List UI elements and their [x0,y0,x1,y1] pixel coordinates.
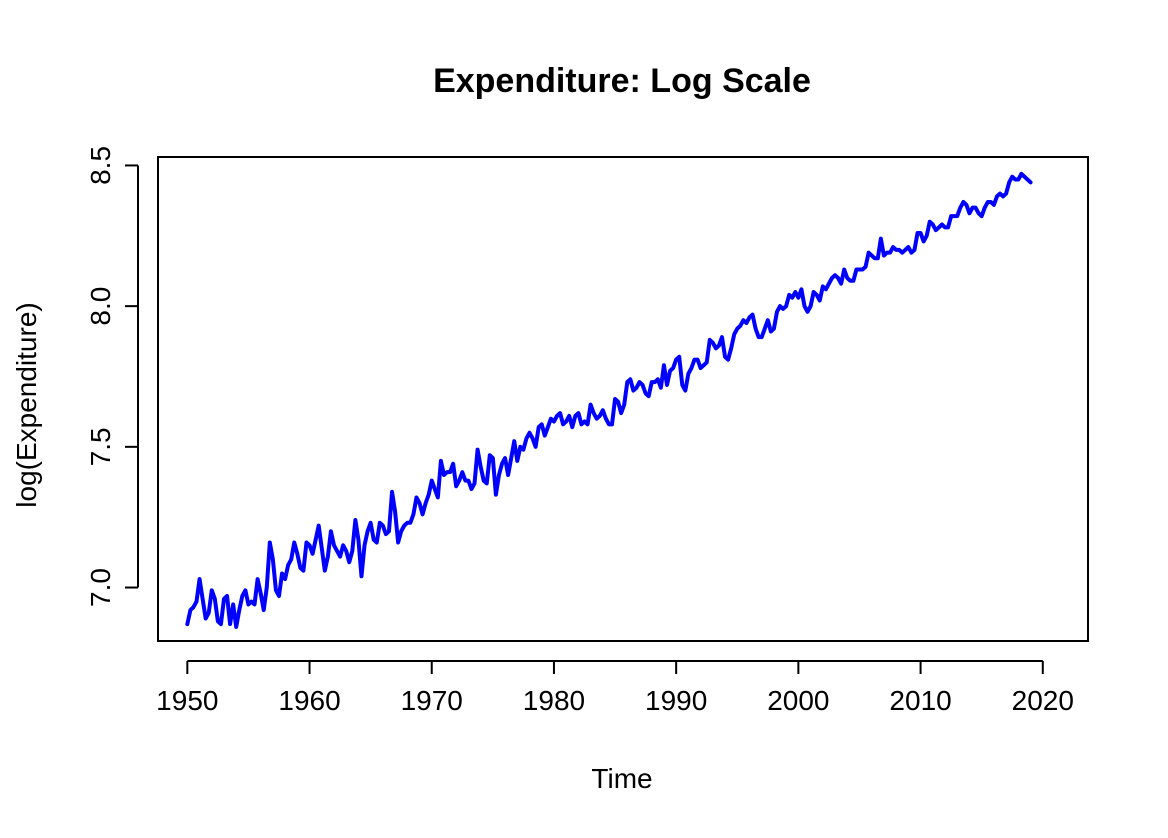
x-tick-label: 2000 [767,685,829,716]
series-line-expenditure [185,171,1033,629]
x-tick-label: 1990 [645,685,707,716]
y-tick-label: 8.5 [85,146,116,185]
x-axis-label: Time [591,763,652,794]
x-tick-label: 2010 [889,685,951,716]
y-axis-label: log(Expenditure) [11,302,42,507]
x-tick-label: 1980 [523,685,585,716]
x-tick-label: 2020 [1012,685,1074,716]
x-tick-label: 1960 [278,685,340,716]
x-tick-label: 1950 [156,685,218,716]
chart-title: Expenditure: Log Scale [433,62,811,100]
x-tick-label: 1970 [401,685,463,716]
y-tick-label: 7.5 [85,427,116,466]
y-tick-label: 7.0 [85,568,116,607]
y-axis: 7.0 7.5 8.0 8.5 [85,146,139,607]
y-tick-label: 8.0 [85,287,116,326]
plot-area [157,156,1089,642]
x-axis: 1950 1960 1970 1980 1990 2000 2010 2020 [156,660,1074,716]
